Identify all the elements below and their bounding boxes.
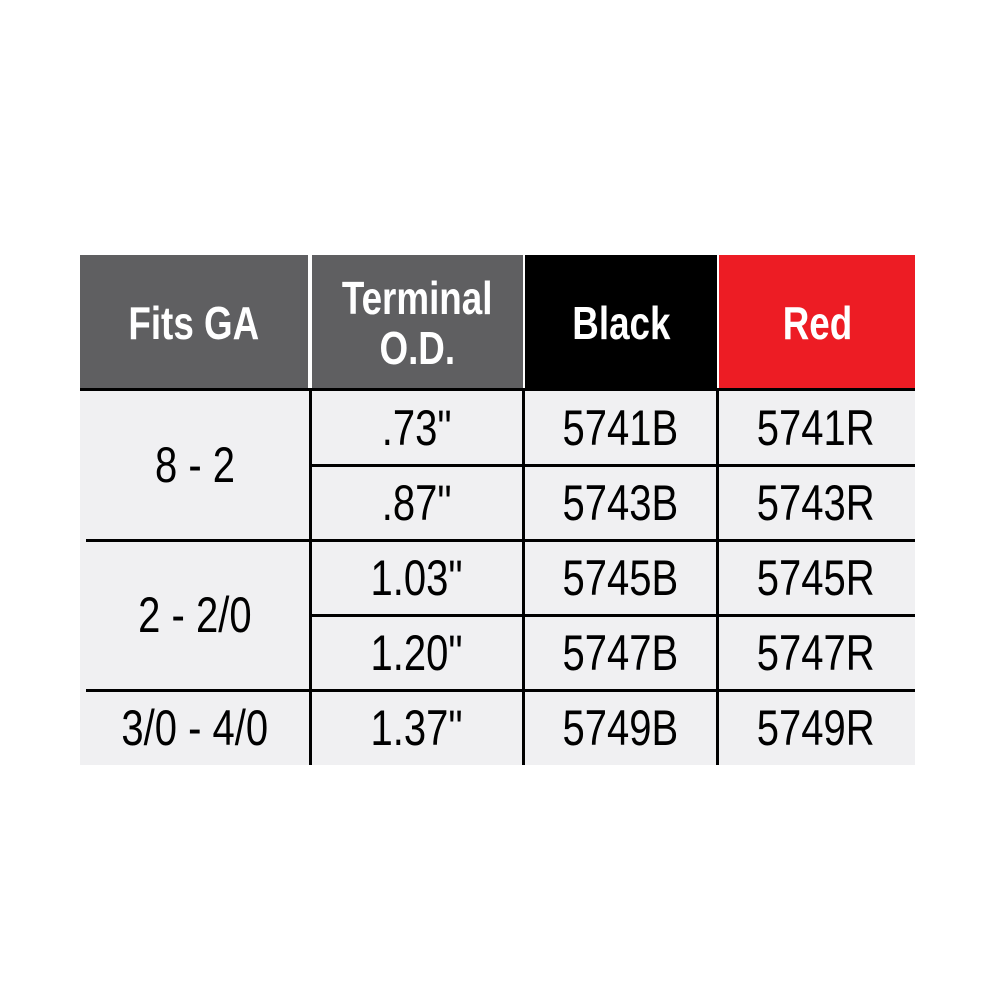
cell-text: 5745R	[757, 549, 875, 606]
cell-text: 1.20"	[370, 624, 463, 681]
od-cell: 1.03"	[310, 540, 523, 615]
cell-text: 5747R	[757, 624, 875, 681]
group-divider	[86, 689, 915, 692]
black-part-cell: 5745B	[523, 540, 717, 615]
red-part-cell: 5745R	[717, 540, 915, 615]
black-part-cell: 5741B	[523, 390, 717, 465]
cell-text: 5749R	[757, 699, 875, 756]
cell-text: 1.37"	[370, 699, 463, 756]
gauge-cell: 3/0 - 4/0	[80, 690, 310, 765]
cell-text: 5741B	[562, 399, 678, 456]
red-part-cell: 5743R	[717, 465, 915, 540]
header-label: Fits GA	[128, 296, 260, 349]
od-cell: 1.20"	[310, 615, 523, 690]
column-divider	[716, 390, 719, 765]
cell-text: 8 - 2	[154, 437, 236, 493]
header-label: Black	[571, 296, 671, 349]
header-red: Red	[719, 255, 915, 390]
od-cell: 1.37"	[310, 690, 523, 765]
cell-text: .73"	[381, 399, 452, 456]
od-cell: .87"	[310, 465, 523, 540]
gauge-cell: 8 - 2	[80, 390, 310, 540]
black-part-cell: 5743B	[523, 465, 717, 540]
cell-text: 2 - 2/0	[138, 587, 252, 643]
cell-text: 1.03"	[370, 549, 463, 606]
header-terminal-od: Terminal O.D.	[312, 255, 523, 390]
red-part-cell: 5747R	[717, 615, 915, 690]
header-black: Black	[525, 255, 717, 390]
gauge-cell: 2 - 2/0	[80, 540, 310, 690]
cell-text: 5741R	[757, 399, 875, 456]
cell-text: 5743R	[757, 474, 875, 531]
row-divider	[310, 464, 915, 467]
od-cell: .73"	[310, 390, 523, 465]
header-label: O.D.	[379, 321, 456, 374]
cell-text: 5749B	[562, 699, 678, 756]
cell-text: .87"	[381, 474, 452, 531]
group-divider	[86, 539, 915, 542]
header-label: Terminal	[342, 271, 493, 324]
product-table: Fits GA Terminal O.D. Black Red 8 - 2 .73…	[80, 255, 915, 765]
cell-text: 5747B	[562, 624, 678, 681]
header-label: Red	[782, 296, 852, 349]
red-part-cell: 5749R	[717, 690, 915, 765]
header-divider	[80, 388, 915, 391]
cell-text: 5743B	[562, 474, 678, 531]
header-fits-ga: Fits GA	[80, 255, 308, 390]
row-divider	[310, 614, 915, 617]
black-part-cell: 5749B	[523, 690, 717, 765]
cell-text: 3/0 - 4/0	[121, 699, 269, 756]
column-divider	[309, 390, 312, 765]
column-divider	[522, 390, 525, 765]
black-part-cell: 5747B	[523, 615, 717, 690]
cell-text: 5745B	[562, 549, 678, 606]
red-part-cell: 5741R	[717, 390, 915, 465]
